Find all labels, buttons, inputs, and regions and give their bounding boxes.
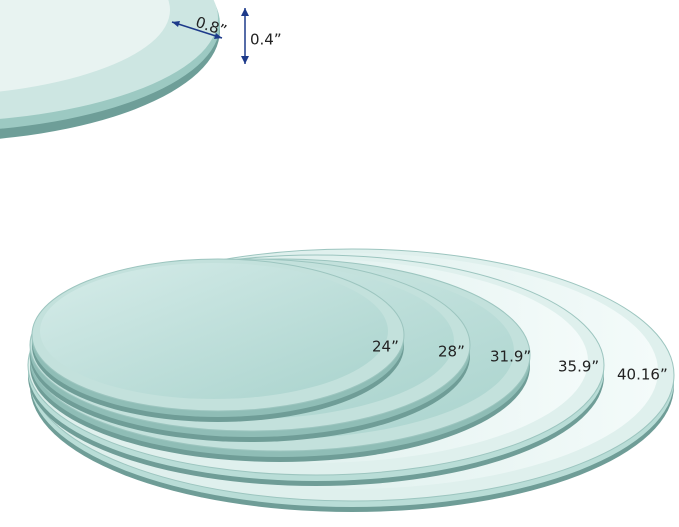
arrow-head	[241, 8, 249, 16]
size-label: 40.16”	[617, 366, 668, 384]
glass-disc: 24”	[31, 258, 405, 422]
glass-discs: 40.16” 35.9” 31.9” 28” 24”	[27, 248, 675, 512]
detail-face	[0, 0, 170, 92]
edge-width-arrow	[171, 21, 223, 39]
arrow-head	[172, 21, 180, 27]
size-label: 35.9”	[558, 358, 599, 376]
arrow-head	[214, 33, 222, 39]
arrow-head	[241, 56, 249, 64]
size-label: 31.9”	[490, 348, 531, 366]
size-label: 24”	[372, 338, 399, 356]
disc-face	[40, 263, 388, 399]
size-label: 28”	[438, 343, 465, 361]
thickness-label: 0.4”	[250, 31, 282, 49]
edge-detail: 0.8” 0.4”	[0, 0, 282, 139]
